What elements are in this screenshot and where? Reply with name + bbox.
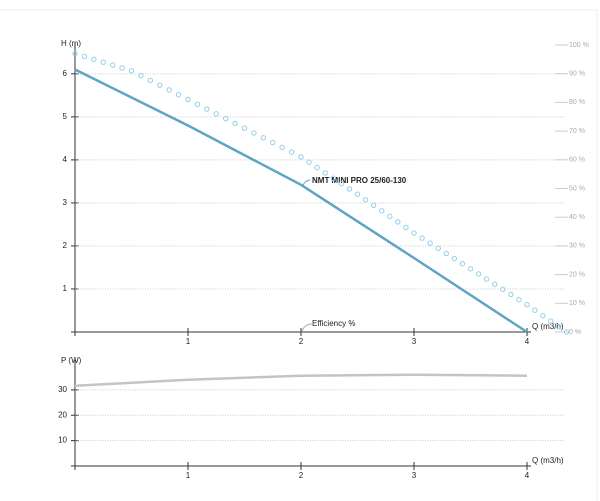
efficiency-dot — [387, 213, 393, 220]
x-tick-label: 4 — [525, 471, 530, 480]
efficiency-dot — [91, 56, 97, 63]
y-tick-label: 2 — [63, 241, 68, 250]
efficiency-dot — [346, 186, 353, 192]
efficiency-dot — [459, 261, 466, 267]
efficiency-dot — [314, 164, 320, 171]
series-label: Efficiency % — [312, 319, 355, 328]
x-tick-label: 4 — [525, 337, 530, 346]
efficiency-dot — [427, 240, 433, 246]
efficiency-dot — [370, 202, 377, 209]
label-leader — [301, 323, 313, 333]
x-tick-label: 1 — [186, 337, 191, 346]
efficiency-point — [467, 266, 474, 272]
efficiency-dot — [288, 149, 295, 155]
label-leader — [302, 179, 311, 187]
y2-tick-label: 10 % — [569, 300, 585, 307]
efficiency-dot — [483, 276, 490, 282]
efficiency-dot — [138, 72, 144, 79]
efficiency-point — [354, 191, 361, 197]
efficiency-dot — [270, 139, 276, 146]
efficiency-dot — [175, 92, 182, 98]
efficiency-dot — [395, 219, 401, 225]
y2-tick-label: 60 % — [569, 157, 585, 164]
efficiency-dot — [100, 59, 106, 65]
efficiency-point — [298, 154, 304, 160]
efficiency-dot — [306, 159, 312, 165]
efficiency-dot — [379, 208, 385, 214]
efficiency-dot — [232, 120, 238, 127]
efficiency-dot — [443, 250, 449, 257]
y-tick-label: 30 — [58, 385, 67, 394]
efficiency-dot — [403, 224, 409, 231]
y2-tick-label: 30 % — [569, 243, 585, 250]
x-axis-label: Q (m3/h) — [532, 322, 564, 331]
efficiency-dot — [540, 312, 546, 319]
efficiency-dot — [532, 307, 538, 313]
y2-tick-label: 50 % — [569, 185, 585, 192]
y-tick-label: 10 — [58, 436, 67, 445]
efficiency-dot — [500, 286, 506, 293]
efficiency-dot — [147, 77, 154, 84]
y-tick-label: 3 — [63, 198, 68, 207]
x-tick-label: 3 — [412, 337, 417, 346]
y-axis-label: P (W) — [61, 356, 82, 365]
efficiency-dot — [213, 111, 219, 117]
efficiency-dot — [330, 175, 336, 181]
y2-tick-label: 0 % — [569, 329, 581, 336]
efficiency-dot — [222, 115, 229, 122]
curve — [74, 373, 528, 388]
y2-tick-label: 100 % — [569, 42, 589, 49]
efficiency-dot — [166, 87, 172, 93]
x-axis-label: Q (m3/h) — [532, 456, 564, 465]
y2-tick-label: 40 % — [569, 214, 585, 221]
efficiency-point — [185, 96, 191, 103]
x-tick-label: 2 — [299, 471, 304, 480]
curve — [74, 68, 528, 334]
efficiency-dot — [260, 135, 267, 141]
efficiency-dot — [555, 323, 562, 330]
efficiency-dot — [251, 130, 257, 136]
x-tick-label: 1 — [186, 471, 191, 480]
efficiency-point — [128, 68, 135, 74]
efficiency-dot — [338, 180, 345, 187]
y-tick-label: 20 — [58, 410, 67, 419]
y-tick-label: 4 — [63, 155, 68, 164]
y2-tick-label: 70 % — [569, 128, 585, 135]
efficiency-point — [563, 329, 570, 335]
efficiency-dot — [419, 235, 425, 241]
y2-tick-label: 90 % — [569, 71, 585, 78]
efficiency-point — [524, 302, 530, 308]
efficiency-dot — [322, 170, 328, 176]
efficiency-point — [241, 125, 248, 131]
efficiency-dot — [435, 245, 441, 252]
efficiency-point — [411, 230, 417, 236]
efficiency-dot — [362, 197, 369, 203]
efficiency-dot — [516, 296, 522, 303]
efficiency-dot — [279, 144, 285, 151]
efficiency-dot — [492, 281, 498, 287]
x-tick-label: 2 — [299, 337, 304, 346]
efficiency-dot — [119, 65, 125, 71]
y-axis-label: H (m) — [61, 39, 81, 48]
efficiency-dot — [194, 101, 201, 108]
y-tick-label: 6 — [63, 69, 68, 78]
y2-tick-label: 20 % — [569, 271, 585, 278]
efficiency-dot — [451, 255, 458, 262]
efficiency-dot — [204, 106, 210, 112]
efficiency-dot — [157, 82, 163, 88]
x-tick-label: 3 — [412, 471, 417, 480]
series-label: NMT MINI PRO 25/60-130 — [312, 176, 407, 185]
efficiency-dot — [548, 318, 554, 324]
y2-tick-label: 80 % — [569, 99, 585, 106]
efficiency-dot — [109, 62, 116, 68]
efficiency-dot — [81, 53, 88, 60]
y-tick-label: 1 — [63, 284, 68, 293]
efficiency-dot — [508, 291, 514, 298]
efficiency-dot — [475, 271, 482, 277]
efficiency-point — [72, 50, 78, 57]
y-tick-label: 5 — [63, 112, 68, 121]
